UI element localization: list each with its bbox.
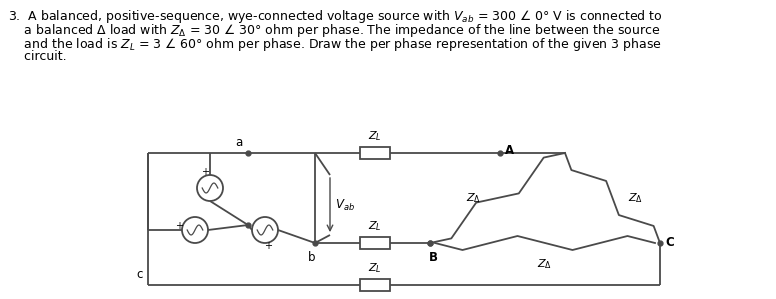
Text: $Z_L$: $Z_L$ [368, 129, 382, 143]
Text: A: A [505, 144, 514, 156]
Text: $Z_\Delta$: $Z_\Delta$ [628, 191, 643, 205]
Text: C: C [665, 237, 674, 249]
Text: $Z_L$: $Z_L$ [368, 219, 382, 233]
Text: b: b [308, 251, 316, 264]
Bar [360, 279, 390, 291]
Text: a balanced $\Delta$ load with $Z_\Delta$ = 30 $\angle$ 30° ohm per phase. The im: a balanced $\Delta$ load with $Z_\Delta$… [8, 22, 660, 39]
Text: $V_{ab}$: $V_{ab}$ [335, 197, 355, 213]
Text: c: c [137, 268, 143, 281]
Text: $Z_\Delta$: $Z_\Delta$ [466, 191, 481, 205]
Bar [360, 237, 390, 249]
Text: a: a [235, 136, 242, 149]
Text: +: + [175, 221, 183, 231]
Text: circuit.: circuit. [8, 50, 67, 63]
Text: +: + [264, 241, 272, 251]
Text: 3.  A balanced, positive-sequence, wye-connected voltage source with $V_{ab}$ = : 3. A balanced, positive-sequence, wye-co… [8, 8, 663, 25]
Text: +: + [201, 167, 209, 177]
Text: $Z_\Delta$: $Z_\Delta$ [538, 257, 553, 271]
Text: $Z_L$: $Z_L$ [368, 261, 382, 275]
Text: B: B [428, 251, 438, 264]
Text: and the load is $Z_L$ = 3 $\angle$ 60° ohm per phase. Draw the per phase represe: and the load is $Z_L$ = 3 $\angle$ 60° o… [8, 36, 662, 53]
Bar [360, 147, 390, 159]
